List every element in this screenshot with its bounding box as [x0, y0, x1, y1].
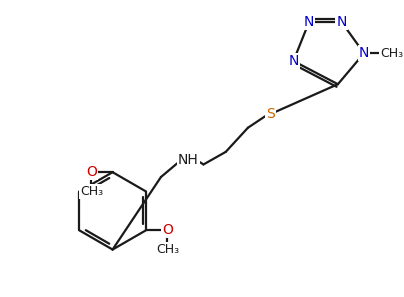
- Text: NH: NH: [178, 153, 198, 167]
- Text: CH₃: CH₃: [381, 47, 404, 60]
- Text: O: O: [86, 165, 97, 179]
- Text: CH₃: CH₃: [156, 243, 179, 256]
- Text: N: N: [304, 15, 314, 29]
- Text: N: N: [288, 54, 299, 68]
- Text: S: S: [266, 107, 275, 121]
- Text: N: N: [359, 46, 369, 60]
- Text: N: N: [337, 15, 347, 29]
- Text: CH₃: CH₃: [80, 185, 103, 198]
- Text: O: O: [162, 223, 173, 237]
